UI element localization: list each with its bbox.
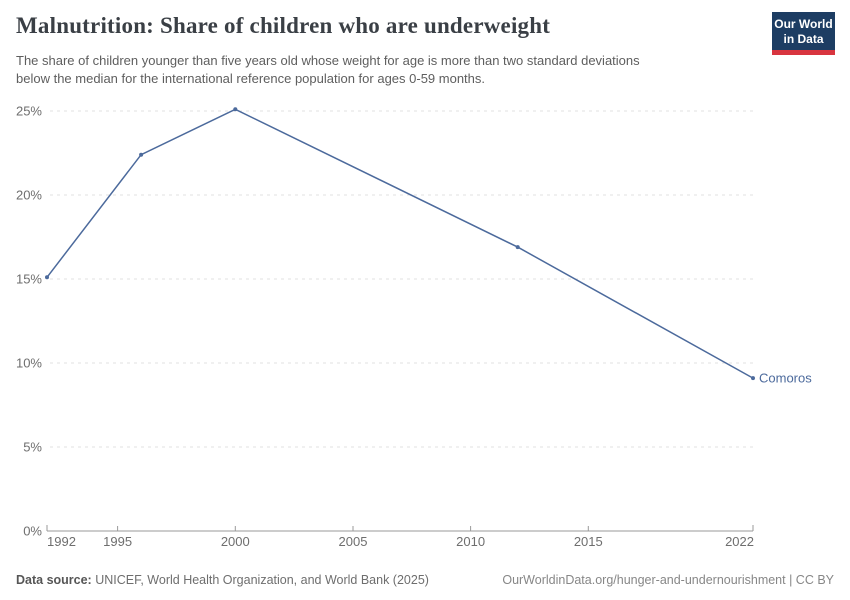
chart-subtitle: The share of children younger than five … — [16, 52, 776, 88]
series-point[interactable] — [233, 107, 238, 112]
owid-logo-line2: in Data — [783, 32, 824, 46]
y-tick-label: 0% — [23, 524, 42, 539]
x-tick-label: 2005 — [339, 534, 368, 549]
x-tick-label: 2000 — [221, 534, 250, 549]
series-point[interactable] — [45, 275, 49, 280]
data-source-note: Data source: UNICEF, World Health Organi… — [16, 573, 429, 587]
owid-logo-line1: Our World — [774, 17, 833, 31]
x-tick-label: 2015 — [574, 534, 603, 549]
page-title: Malnutrition: Share of children who are … — [16, 13, 551, 38]
line-chart: 25% 20% 15% 10% 5% 0% 1992 1995 2000 200… — [16, 104, 812, 550]
series-entity-label[interactable]: Comoros — [759, 371, 812, 386]
x-tick-label: 1995 — [103, 534, 132, 549]
y-tick-label: 20% — [16, 188, 42, 203]
y-tick-label: 15% — [16, 272, 42, 287]
series-point[interactable] — [139, 152, 144, 157]
gridlines — [50, 110, 753, 448]
owid-logo[interactable]: Our World in Data — [772, 12, 835, 55]
data-series-comoros[interactable] — [45, 107, 755, 381]
owid-url-license-link[interactable]: OurWorldinData.org/hunger-and-undernouri… — [502, 573, 834, 587]
data-source-text: UNICEF, World Health Organization, and W… — [95, 573, 429, 587]
x-axis — [46, 525, 754, 532]
x-axis-labels: 1992 1995 2000 2005 2010 2015 2022 — [47, 534, 754, 549]
y-tick-label: 5% — [23, 440, 42, 455]
x-tick-label: 1992 — [47, 534, 76, 549]
y-tick-label: 25% — [16, 104, 42, 119]
chart-footer: Data source: UNICEF, World Health Organi… — [16, 573, 834, 587]
data-source-label: Data source: — [16, 573, 92, 587]
chart-subtitle-line1: The share of children younger than five … — [16, 53, 640, 68]
series-point[interactable] — [751, 376, 755, 381]
x-tick-label: 2022 — [725, 534, 754, 549]
chart-subtitle-line2: below the median for the international r… — [16, 71, 486, 86]
x-tick-label: 2010 — [456, 534, 485, 549]
y-axis-labels: 25% 20% 15% 10% 5% 0% — [16, 104, 42, 539]
y-tick-label: 10% — [16, 356, 42, 371]
series-point[interactable] — [515, 245, 520, 250]
series-line[interactable] — [46, 108, 754, 379]
